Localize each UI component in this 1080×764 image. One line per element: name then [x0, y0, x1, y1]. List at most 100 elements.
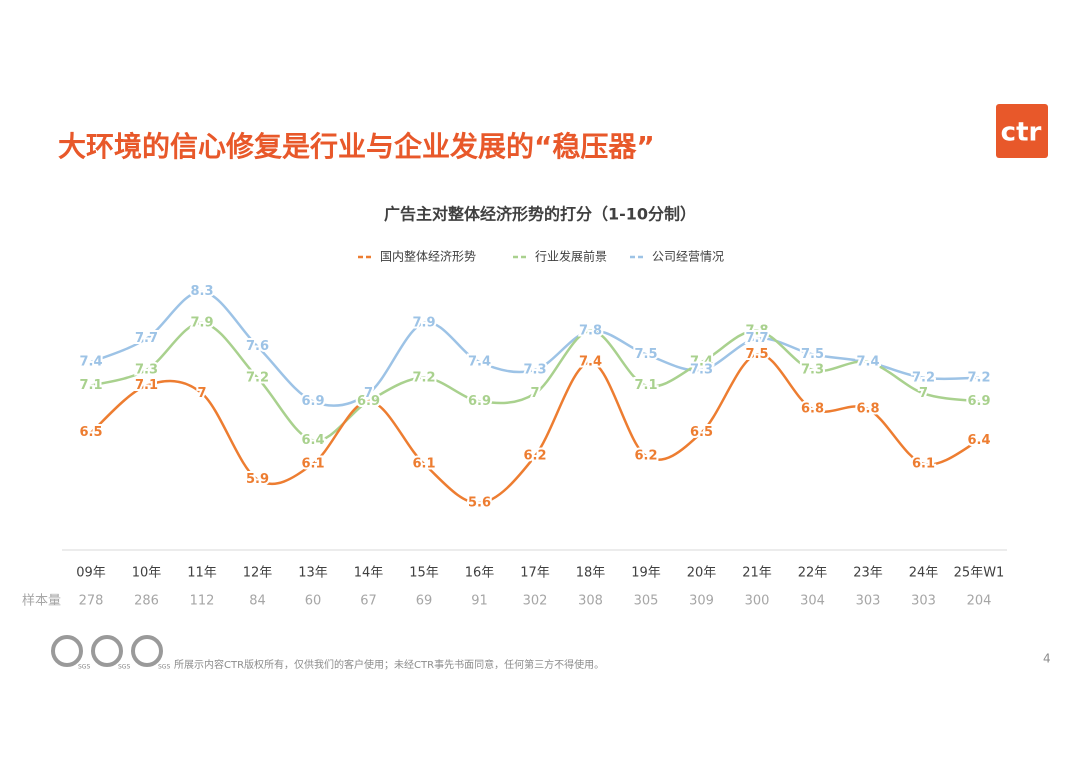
sample-size: 302: [523, 594, 548, 609]
page-number: 4: [1043, 652, 1051, 666]
series-line: [90, 353, 980, 505]
sample-size: 286: [134, 594, 159, 609]
data-label: 7.4: [856, 355, 879, 370]
data-label: 7.2: [412, 370, 435, 385]
x-tick-label: 13年: [298, 566, 328, 581]
data-label: 7.3: [523, 362, 546, 377]
data-label: 6.8: [801, 402, 824, 417]
x-tick-label: 15年: [409, 566, 439, 581]
x-tick-label: 16年: [465, 566, 495, 581]
x-tick-label: 21年: [742, 566, 772, 581]
sample-size: 308: [578, 594, 603, 609]
data-label: 6.4: [301, 433, 324, 448]
data-label: 6.9: [301, 394, 324, 409]
data-label: 7.1: [79, 378, 102, 393]
badge-icon: [131, 635, 163, 667]
sample-size: 69: [416, 594, 433, 609]
data-label: 7.5: [801, 347, 824, 362]
data-label: 5.6: [468, 496, 491, 511]
sample-size: 309: [689, 594, 714, 609]
sample-size: 278: [79, 594, 104, 609]
legend-label: 公司经营情况: [652, 250, 724, 264]
x-tick-label: 12年: [243, 566, 273, 581]
data-label: 6.5: [79, 425, 102, 440]
legend-label: 行业发展前景: [535, 249, 607, 264]
sample-size: 67: [360, 594, 377, 609]
data-label: 8.3: [190, 284, 213, 299]
x-tick-label: 22年: [798, 566, 828, 581]
sample-label: 样本量: [22, 594, 61, 609]
slide-title: 大环境的信心修复是行业与企业发展的“稳压器”: [58, 130, 655, 163]
x-tick-label: 19年: [631, 566, 661, 581]
sample-size: 303: [856, 594, 881, 609]
legend-label: 国内整体经济形势: [380, 249, 476, 264]
data-label: 7.8: [745, 323, 768, 338]
badge-icon: [91, 635, 123, 667]
data-label: 7.7: [135, 331, 158, 346]
data-label: 7.6: [246, 339, 269, 354]
data-label: 7.5: [745, 347, 768, 362]
data-label: 6.2: [523, 449, 546, 464]
footer-note: 所展示内容CTR版权所有，仅供我们的客户使用；未经CTR事先书面同意，任何第三方…: [174, 658, 604, 671]
data-label: 7: [919, 386, 928, 401]
badges: SGS SGS SGS: [51, 635, 170, 671]
sample-size: 91: [471, 594, 488, 609]
badge-icon: [51, 635, 83, 667]
data-label: 7.2: [246, 370, 269, 385]
data-label: 7.3: [801, 362, 824, 377]
data-label: 6.9: [357, 394, 380, 409]
data-label: 7.4: [690, 355, 713, 370]
sample-size: 84: [249, 594, 266, 609]
sample-size: 300: [745, 594, 770, 609]
data-label: 7: [364, 386, 373, 401]
data-label: 7.7: [745, 331, 768, 346]
data-label: 6.4: [967, 433, 990, 448]
data-label: 7.3: [690, 362, 713, 377]
x-tick-label: 11年: [187, 566, 217, 581]
x-tick-label: 10年: [132, 566, 162, 581]
data-label: 7.9: [412, 315, 435, 330]
data-label: 6.5: [690, 425, 713, 440]
data-label: 7.9: [190, 315, 213, 330]
data-label: 7.4: [579, 355, 602, 370]
chart-title: 广告主对整体经济形势的打分（1-10分制）: [384, 205, 696, 224]
data-label: 7.5: [634, 347, 657, 362]
data-label: 7.1: [135, 378, 158, 393]
data-label: 7: [197, 386, 206, 401]
data-label: 7.4: [856, 355, 879, 370]
data-label: 5.9: [246, 472, 269, 487]
data-label: 7.3: [135, 362, 158, 377]
data-label: 6.9: [967, 394, 990, 409]
logo-text: ctr: [1001, 118, 1042, 148]
data-label: 6.1: [412, 456, 435, 471]
data-label: 6.1: [301, 456, 324, 471]
data-label: 7.2: [967, 370, 990, 385]
x-tick-label: 09年: [76, 566, 106, 581]
series-line: [90, 290, 980, 407]
x-tick-label: 18年: [576, 566, 606, 581]
sample-size: 305: [634, 594, 659, 609]
data-label: 6.2: [634, 449, 657, 464]
data-label: 7.4: [79, 355, 102, 370]
badge-text: SGS: [78, 664, 90, 671]
data-label: 6.9: [468, 394, 491, 409]
x-tick-label: 24年: [909, 566, 939, 581]
sample-size: 60: [305, 594, 322, 609]
data-label: 6.8: [856, 402, 879, 417]
x-tick-label: 23年: [853, 566, 883, 581]
sample-size: 112: [190, 594, 215, 609]
badge-text: SGS: [118, 664, 130, 671]
sample-size: 204: [967, 594, 992, 609]
data-label: 6.1: [912, 456, 935, 471]
x-tick-label: 17年: [520, 566, 550, 581]
data-label: 7.8: [579, 323, 602, 338]
x-tick-label: 20年: [687, 566, 717, 581]
sample-size: 303: [911, 594, 936, 609]
series-line: [90, 321, 980, 442]
badge-text: SGS: [158, 664, 170, 671]
sample-size: 304: [800, 594, 825, 609]
data-label: 7.4: [468, 355, 491, 370]
data-label: 7.2: [912, 370, 935, 385]
x-tick-label: 25年W1: [954, 566, 1005, 581]
